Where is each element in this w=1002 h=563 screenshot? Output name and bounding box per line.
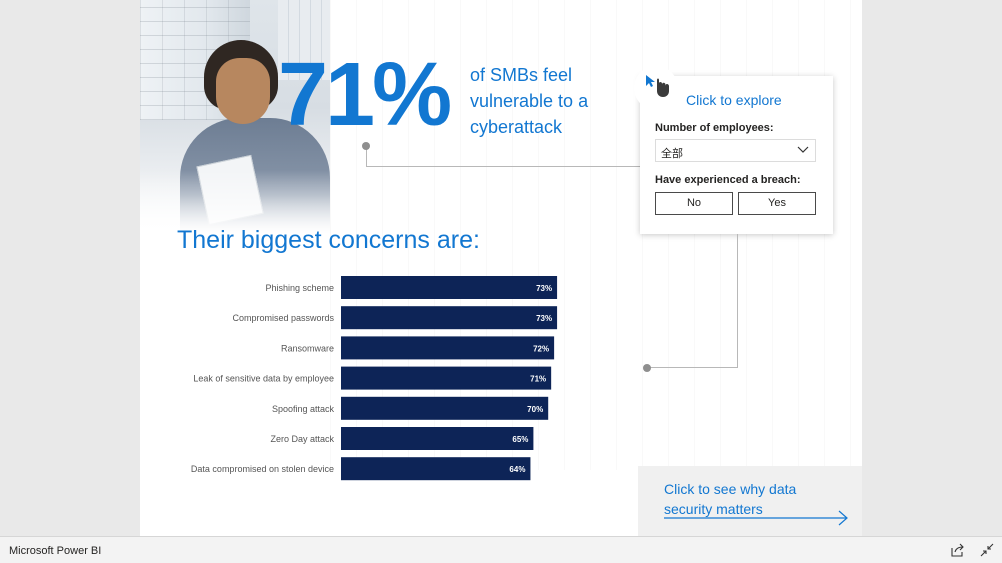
bar-value-label: 64%	[509, 465, 525, 474]
stat-description: of SMBs feel vulnerable to a cyberattack	[470, 65, 589, 137]
employees-dropdown[interactable]: 全部	[655, 139, 816, 162]
arrow-right-icon	[664, 510, 848, 526]
connector-line	[737, 234, 738, 368]
why-data-security-link[interactable]: Click to see why data security matters	[638, 466, 862, 536]
stat-value: 71%	[278, 45, 452, 145]
bar[interactable]	[341, 396, 549, 420]
connector-line	[366, 146, 367, 167]
category-label: Phishing scheme	[265, 283, 334, 293]
bar[interactable]	[341, 276, 558, 299]
share-icon	[951, 543, 964, 557]
bar[interactable]	[341, 366, 552, 390]
bar[interactable]	[341, 336, 555, 360]
concerns-title: Their biggest concerns are:	[177, 226, 480, 254]
bar[interactable]	[341, 427, 534, 450]
share-button[interactable]	[950, 542, 966, 558]
bar-value-label: 71%	[530, 375, 546, 384]
concerns-bar-chart: Phishing scheme 73% Compromised passwords 7…	[140, 270, 580, 490]
app-title: Microsoft Power BI	[9, 545, 102, 557]
bar-value-label: 73%	[536, 284, 552, 293]
employees-label: Number of employees:	[655, 122, 774, 134]
bar-value-label: 72%	[533, 344, 549, 353]
category-label: Leak of sensitive data by employee	[193, 374, 334, 384]
connector-dot	[362, 142, 370, 150]
pointer-badge	[634, 66, 678, 110]
report-canvas: 71% of SMBs feel vulnerable to a cyberat…	[140, 0, 862, 536]
chevron-down-icon	[797, 146, 809, 153]
category-label: Compromised passwords	[232, 313, 334, 323]
explore-card: Click to explore Number of employees: 全部…	[634, 66, 833, 234]
category-label: Zero Day attack	[270, 434, 334, 444]
bar-value-label: 70%	[527, 405, 543, 414]
bar-value-label: 65%	[512, 435, 528, 444]
exit-fullscreen-button[interactable]	[979, 542, 995, 558]
breach-yes-button[interactable]: Yes	[738, 192, 816, 215]
why-link-text: Click to see why data security matters	[664, 481, 797, 517]
category-label: Data compromised on stolen device	[191, 464, 334, 474]
category-label: Ransomware	[281, 343, 334, 353]
breach-no-button[interactable]: No	[655, 192, 733, 215]
hand-pointer-icon	[646, 75, 669, 97]
connector-line	[366, 166, 642, 167]
category-label: Spoofing attack	[272, 404, 335, 414]
chart-svg: Phishing scheme 73% Compromised passwords 7…	[191, 276, 558, 481]
hero-photo	[140, 0, 330, 240]
bar-value-label: 73%	[536, 314, 552, 323]
employees-dropdown-value: 全部	[661, 148, 683, 160]
explore-label: Click to explore	[686, 92, 782, 108]
connector-line	[646, 367, 738, 368]
bar[interactable]	[341, 457, 531, 481]
bar[interactable]	[341, 306, 558, 330]
breach-label: Have experienced a breach:	[655, 174, 801, 186]
connector-dot	[643, 364, 651, 372]
footer-bar: Microsoft Power BI	[0, 536, 1002, 563]
exit-fullscreen-icon	[980, 543, 994, 557]
